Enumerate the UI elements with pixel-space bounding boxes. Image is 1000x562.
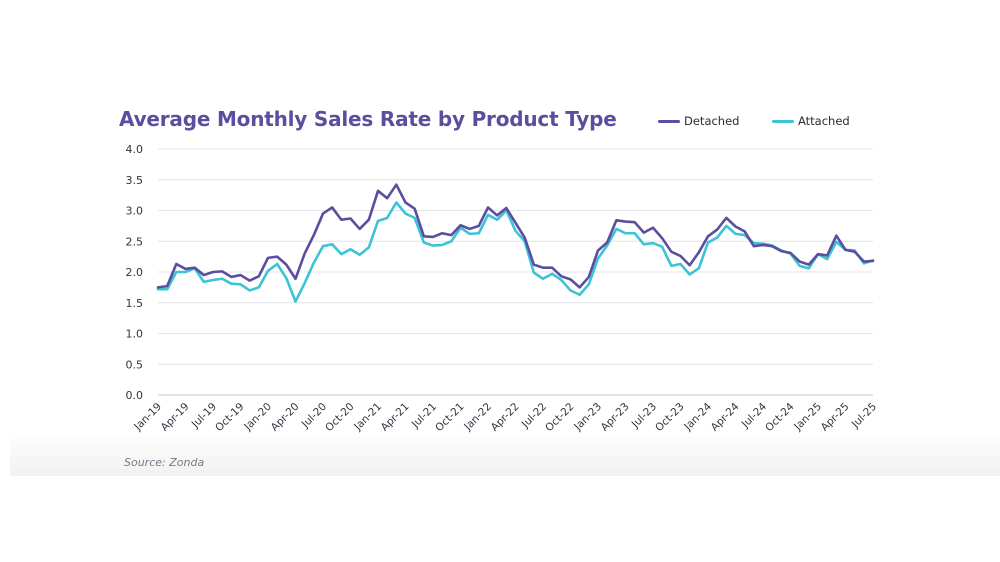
x-tick-label: Jan-23: [571, 401, 604, 434]
card-bottom-shade: [10, 430, 1000, 476]
x-tick-label: Jul-25: [849, 401, 879, 431]
x-tick-label: Apr-22: [489, 401, 522, 434]
chart-title: Average Monthly Sales Rate by Product Ty…: [119, 107, 617, 131]
legend-detached: Detached: [658, 114, 739, 128]
legend-label-attached: Attached: [798, 114, 850, 128]
legend-label-detached: Detached: [684, 114, 740, 128]
x-axis-ticks: Jan-19Apr-19Jul-19Oct-19Jan-20Apr-20Jul-…: [131, 400, 879, 434]
series-line-detached: [156, 183, 875, 289]
y-axis-ticks: 0.0 0.5 1.0 1.5 2.0 2.5 3.0 3.5 4.0: [126, 143, 144, 402]
y-tick-label: 4.0: [126, 143, 144, 156]
x-tick-label: Jan-19: [131, 401, 164, 434]
x-tick-label: Apr-23: [599, 401, 632, 434]
x-tick-label: Oct-19: [213, 401, 246, 434]
y-tick-label: 3.0: [126, 205, 144, 218]
x-tick-label: Apr-20: [269, 401, 302, 434]
x-tick-label: Apr-24: [709, 400, 742, 433]
x-tick-label: Jan-25: [791, 401, 824, 434]
x-tick-label: Oct-24: [763, 400, 797, 434]
x-tick-label: Oct-20: [323, 401, 356, 434]
x-tick-label: Oct-22: [543, 401, 576, 434]
y-tick-label: 0.0: [126, 389, 144, 402]
x-tick-label: Apr-19: [159, 401, 192, 434]
x-tick-label: Apr-21: [379, 401, 412, 434]
y-tick-label: 2.5: [126, 235, 144, 248]
y-tick-label: 2.0: [126, 266, 144, 279]
grid-lines: [158, 148, 873, 396]
x-tick-label: Jan-24: [681, 400, 714, 433]
x-tick-label: Jan-21: [351, 401, 384, 434]
y-tick-label: 3.5: [126, 174, 144, 187]
y-tick-label: 0.5: [126, 358, 144, 371]
legend-swatch-attached: [772, 119, 794, 123]
legend-swatch-detached: [658, 119, 680, 123]
y-tick-label: 1.0: [126, 328, 144, 341]
series-lines: [156, 183, 875, 303]
y-tick-label: 1.5: [126, 297, 144, 310]
x-tick-label: Jan-20: [241, 401, 274, 434]
x-tick-label: Jan-22: [461, 401, 494, 434]
source-note: Source: Zonda: [124, 456, 205, 469]
legend-attached: Attached: [772, 114, 850, 128]
x-tick-label: Oct-21: [433, 401, 466, 434]
x-tick-label: Oct-23: [653, 401, 686, 434]
x-tick-label: Apr-25: [819, 401, 852, 434]
series-line-attached: [156, 201, 875, 303]
